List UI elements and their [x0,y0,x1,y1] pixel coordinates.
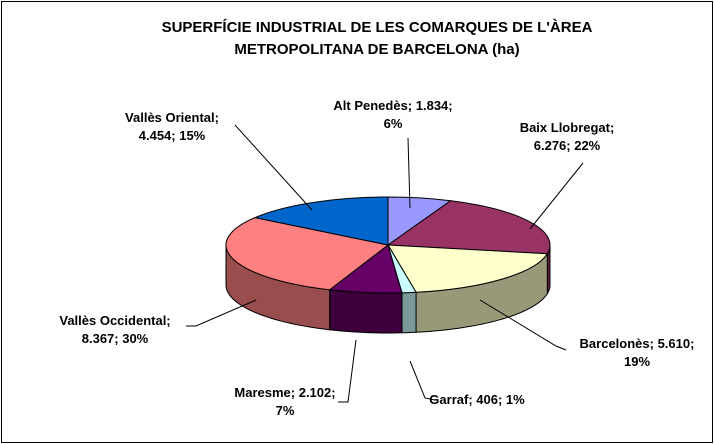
data-label: 6% [384,116,403,131]
chart-title: SUPERFÍCIE INDUSTRIAL DE LES COMARQUES D… [162,19,593,36]
data-label: Garraf; 406; 1% [429,392,525,407]
leader-line [186,299,257,327]
leader-lines [186,124,584,403]
data-label: 8.367; 30% [82,331,149,346]
data-label: Vallès Oriental; [125,110,219,125]
data-label: Baix Llobregat; [520,120,615,135]
data-label: 4.454; 15% [139,128,206,143]
leader-line [529,162,584,230]
pie-slice [387,244,549,293]
pie-slice-side [401,291,417,334]
leader-line [409,360,436,401]
leader-line [234,124,313,211]
leader-line [338,339,357,403]
data-label: Alt Penedès; 1.834; [333,98,452,113]
pie-slice-side [329,289,403,334]
chart-title: METROPOLITANA DE BARCELONA (ha) [234,41,519,58]
data-label: 6.276; 22% [534,138,601,153]
data-label: Vallès Occidental; [59,313,170,328]
data-label: Maresme; 2.102; [234,385,335,400]
pie-slice [253,196,389,246]
pie-slice [386,200,551,255]
data-label: 7% [276,403,295,418]
pie-slice [225,217,390,291]
data-label: Barcelonès; 5.610; [580,336,695,351]
data-label: 19% [624,354,650,369]
leader-line [407,137,411,209]
leader-line [479,299,567,351]
